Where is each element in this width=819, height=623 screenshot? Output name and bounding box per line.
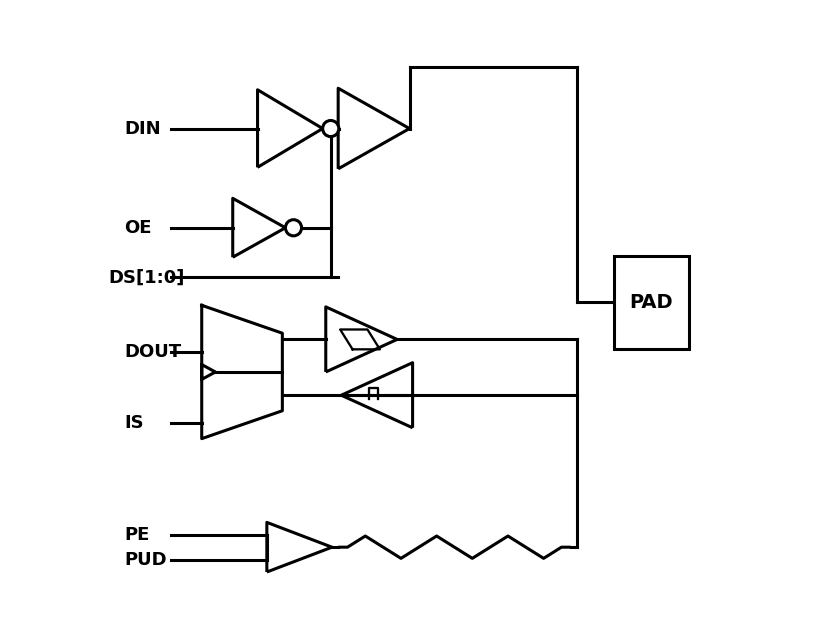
Text: PE: PE bbox=[124, 526, 150, 544]
Circle shape bbox=[286, 220, 301, 236]
Bar bbox=[614, 255, 689, 349]
Text: DS[1:0]: DS[1:0] bbox=[109, 269, 185, 287]
Text: OE: OE bbox=[124, 219, 152, 237]
Text: DOUT: DOUT bbox=[124, 343, 181, 361]
Text: PUD: PUD bbox=[124, 551, 167, 569]
Text: IS: IS bbox=[124, 414, 144, 432]
Circle shape bbox=[323, 120, 339, 136]
Text: DIN: DIN bbox=[124, 120, 161, 138]
Text: PAD: PAD bbox=[630, 293, 673, 312]
